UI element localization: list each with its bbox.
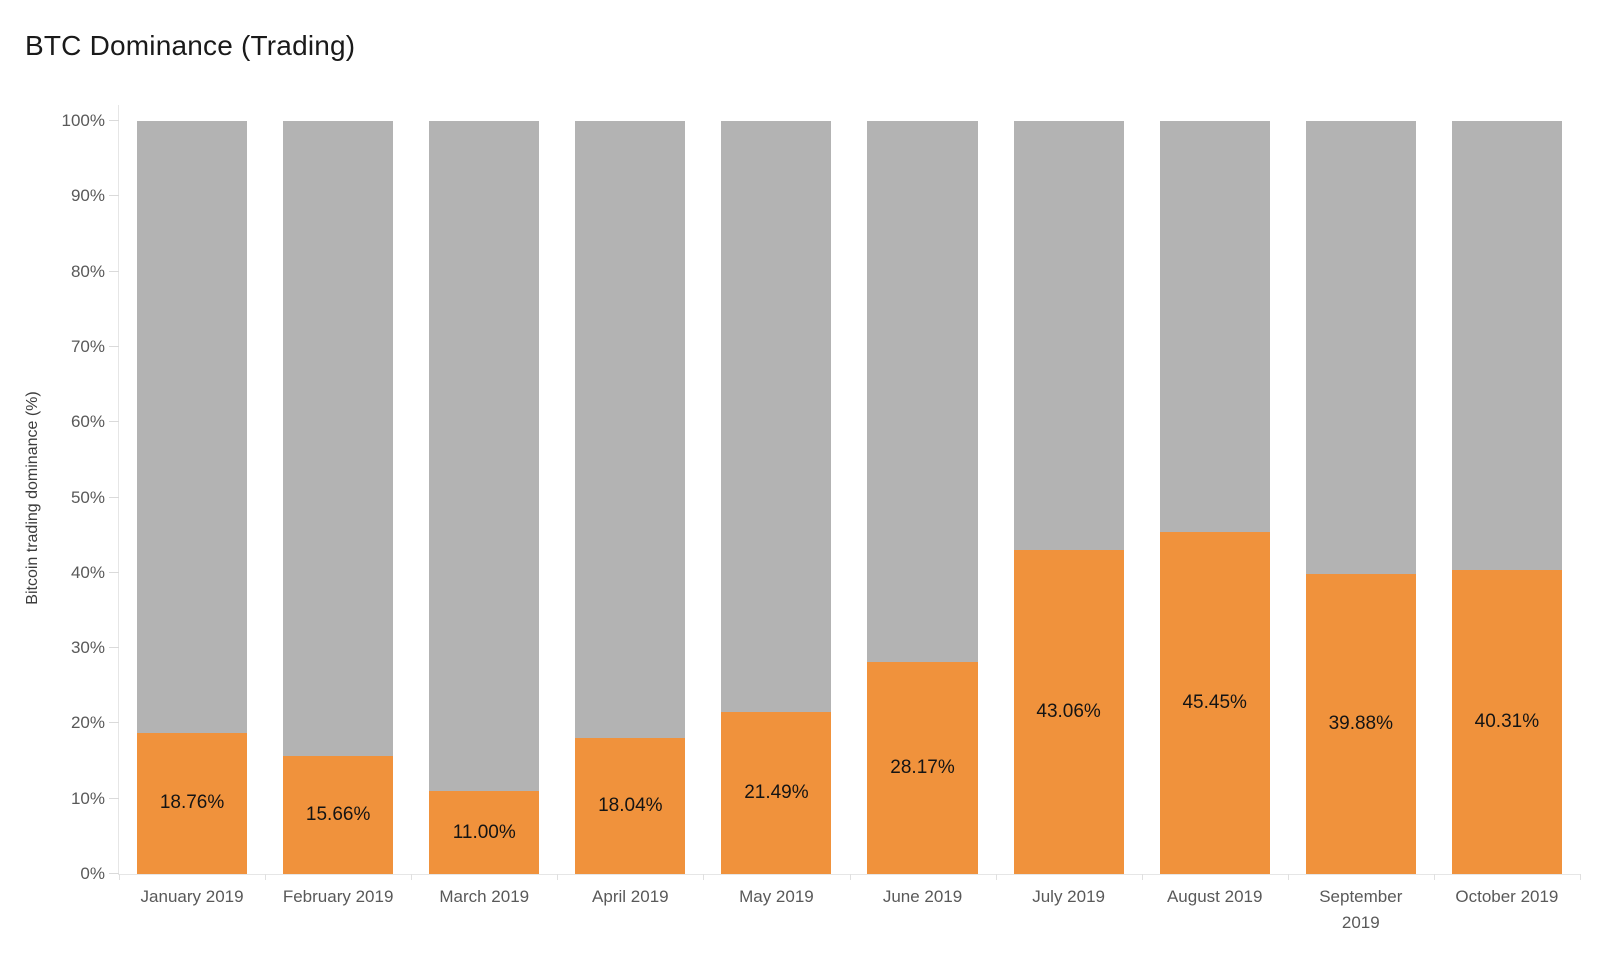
y-tick-label: 100%	[61, 111, 105, 130]
y-tick-mark	[109, 345, 119, 347]
bar-column: 11.00%	[411, 121, 557, 874]
x-tick-mark	[265, 874, 267, 880]
bar-column: 45.45%	[1142, 121, 1288, 874]
x-tick-label: January 2019	[140, 887, 244, 906]
x-tick-label: June 2019	[882, 887, 963, 906]
bar-value-label: 28.17%	[890, 756, 955, 778]
y-tick-mark	[109, 270, 119, 272]
y-tick-mark	[109, 571, 119, 573]
x-tick-mark	[1141, 874, 1143, 880]
y-axis-line-extension	[118, 105, 119, 121]
y-tick-label: 90%	[70, 186, 105, 206]
bar-segment-btc: 11.00%	[429, 791, 540, 874]
x-tick-mark	[119, 874, 120, 880]
bar-segment-other	[1013, 121, 1124, 550]
x-axis-labels: January 2019 February 2019 March 2019 April…	[119, 884, 1580, 935]
y-tick-label: 80%	[70, 261, 105, 281]
x-tick-label: August 2019	[1166, 887, 1263, 906]
y-tick-mark	[109, 797, 119, 799]
x-tick-label: July 2019	[1032, 887, 1105, 906]
bar-segment-btc: 39.88%	[1305, 573, 1416, 874]
bar-value-label: 18.76%	[159, 792, 225, 814]
bar-value-label: 18.04%	[598, 795, 663, 817]
y-tick-label: 0%	[80, 864, 105, 883]
y-tick-label: 70%	[70, 336, 105, 356]
bar-column: 28.17%	[849, 121, 995, 874]
y-tick-label: 50%	[70, 487, 105, 507]
bar-segment-btc: 15.66%	[283, 756, 394, 874]
bar-segment-other	[867, 121, 978, 662]
bar-segment-other	[721, 121, 832, 713]
bar-value-label: 39.88%	[1328, 712, 1394, 734]
bar-segment-btc: 21.49%	[721, 712, 832, 874]
x-tick-mark	[1433, 874, 1435, 880]
bars-area: 18.76% 15.66% 11.00% 18.04% 21.49% 28.17% 43.0…	[119, 121, 1580, 874]
bar-segment-other	[1451, 121, 1562, 571]
y-axis-title: Bitcoin trading dominance (%)	[24, 391, 41, 605]
y-tick-mark	[109, 647, 119, 649]
bar-segment-other	[1159, 121, 1270, 532]
bar-segment-other	[575, 121, 686, 739]
bar-column: 43.06%	[996, 121, 1142, 874]
x-tick-mark	[1287, 874, 1289, 880]
bar-value-label: 15.66%	[305, 804, 371, 826]
bar-value-label: 45.45%	[1182, 691, 1247, 713]
y-tick-mark	[109, 873, 119, 874]
bar-segment-btc: 45.45%	[1159, 531, 1270, 874]
bar-column: 18.04%	[557, 121, 703, 874]
y-tick-label: 30%	[70, 638, 105, 658]
x-tick-label: April 2019	[592, 887, 669, 906]
plot-area: 0% 10% 20% 30% 40% 50% 60% 70% 80% 90% 100% 18.76%…	[62, 105, 1581, 932]
bar-segment-btc: 18.76%	[137, 732, 248, 874]
bar-column: 39.88%	[1288, 121, 1434, 874]
bar-column: 40.31%	[1434, 121, 1580, 874]
x-tick-label: March 2019	[439, 887, 530, 906]
bar-segment-btc: 18.04%	[575, 738, 686, 874]
x-tick-mark	[849, 874, 851, 880]
bar-value-label: 40.31%	[1474, 711, 1540, 733]
bar-segment-btc: 28.17%	[867, 661, 978, 874]
x-tick-label: February 2019	[282, 887, 394, 906]
x-tick-mark	[703, 874, 705, 880]
chart-title: BTC Dominance (Trading)	[25, 30, 356, 61]
y-tick-mark	[109, 722, 119, 724]
bar-segment-other	[1305, 121, 1416, 574]
x-tick-mark	[995, 874, 997, 880]
bar-segment-other	[283, 121, 394, 757]
x-tick-label: May 2019	[739, 887, 814, 906]
y-tick-mark	[109, 496, 119, 498]
x-tick-mark	[411, 874, 413, 880]
x-tick-label: September 2019	[1319, 887, 1403, 932]
y-tick-mark	[109, 195, 119, 197]
y-tick-label: 10%	[70, 788, 105, 808]
bar-segment-other	[137, 121, 248, 733]
y-tick-label: 40%	[70, 562, 105, 582]
bar-segment-btc: 43.06%	[1013, 549, 1124, 874]
bar-column: 21.49%	[703, 121, 849, 874]
y-tick-mark	[109, 120, 119, 121]
bar-value-label: 21.49%	[744, 782, 809, 804]
bar-segment-btc: 40.31%	[1451, 570, 1562, 874]
x-tick-label: October 2019	[1455, 887, 1559, 906]
y-tick-label: 60%	[70, 412, 105, 432]
bar-value-label: 43.06%	[1036, 700, 1101, 722]
x-tick-mark	[557, 874, 559, 880]
bar-segment-other	[429, 121, 540, 792]
bar-column: 18.76%	[119, 121, 265, 874]
bar-value-label: 11.00%	[452, 821, 516, 843]
x-tick-mark	[1580, 874, 1581, 880]
y-tick-mark	[109, 421, 119, 423]
bar-column: 15.66%	[265, 121, 411, 874]
y-tick-label: 20%	[70, 713, 105, 733]
